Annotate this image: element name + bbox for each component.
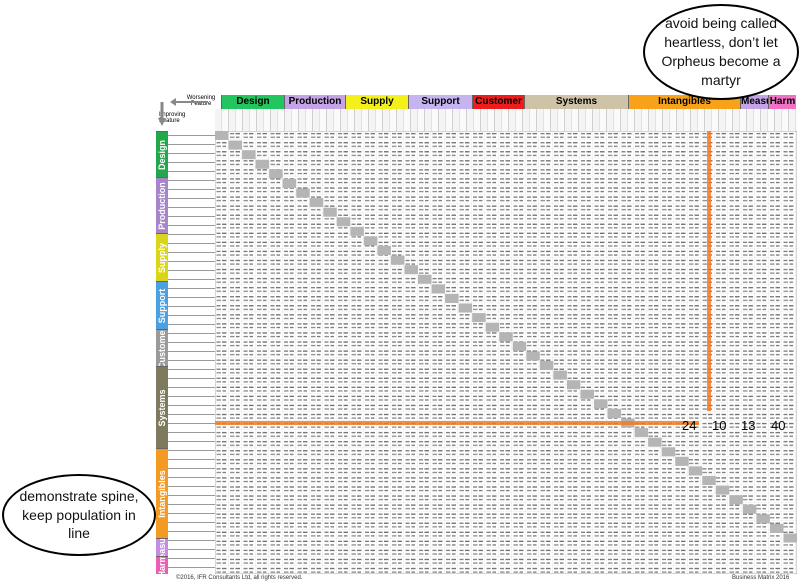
diagonal-cell (350, 226, 364, 236)
diagonal-cell (580, 389, 594, 399)
improving-feature-label: Improving Feature (159, 112, 186, 124)
diagonal-cell (539, 360, 554, 371)
diagonal-cell (242, 150, 256, 160)
diagonal-cell (715, 485, 730, 495)
top-category-systems: Systems (524, 95, 628, 109)
diagonal-cell (336, 217, 351, 227)
diagonal-cell (756, 514, 770, 524)
diagonal-cell (634, 428, 649, 438)
highlight-column (707, 131, 711, 411)
diagonal-cell (769, 523, 784, 533)
diagonal-cells (215, 131, 797, 543)
diagonal-cell (526, 351, 540, 361)
contradiction-matrix-grid (215, 131, 797, 574)
diagonal-cell (296, 188, 310, 198)
diagonal-cell (390, 255, 405, 265)
highlight-value-1: 24 (682, 418, 697, 433)
speech-bubble-left: demonstrate spine, keep population in li… (2, 474, 156, 556)
matrix-title-footer: Business Matrix 2016 (732, 575, 790, 581)
diagonal-cell (729, 495, 743, 505)
diagonal-cell (377, 245, 391, 256)
diagonal-cell (566, 380, 581, 390)
worsening-feature-label: Worsening Feature (186, 95, 216, 107)
side-category-design: Design (156, 131, 168, 177)
diagonal-cell (499, 332, 513, 342)
highlight-row (215, 421, 699, 425)
top-category-support: Support (408, 95, 472, 109)
diagonal-cell (607, 408, 622, 418)
diagonal-cell (512, 341, 527, 351)
diagonal-cell (282, 178, 297, 188)
diagonal-cell (431, 284, 446, 294)
copyright-footer: ©2016, IFR Consultants Ltd, all rights r… (176, 575, 303, 581)
highlight-value-2: 10 (712, 418, 727, 433)
side-category-measure: Measure (156, 538, 168, 556)
diagonal-cell (404, 265, 419, 275)
diagonal-cell (323, 207, 337, 217)
side-category-systems: Systems (156, 366, 168, 448)
side-category-production: Production (156, 177, 168, 233)
diagonal-cell (472, 313, 486, 323)
speech-bubble-top: avoid being called heartless, don’t let … (643, 4, 799, 100)
highlight-value-3: 13 (741, 418, 756, 433)
diagonal-cell (269, 169, 283, 179)
axis-arrows (158, 98, 208, 126)
diagonal-cell (458, 303, 473, 313)
diagonal-cell (675, 456, 689, 466)
diagonal-cell (445, 293, 459, 303)
diagonal-cell (485, 322, 500, 332)
top-category-harm: Harm (768, 95, 796, 109)
diagonal-cell (228, 140, 243, 150)
diagonal-cell (418, 274, 432, 284)
diagonal-cell (593, 399, 608, 409)
top-category-design: Design (221, 95, 284, 109)
top-category-production: Production (284, 95, 345, 109)
side-category-harm: Harm (156, 556, 168, 574)
highlight-value-4: 40 (771, 418, 786, 433)
diagonal-cell (309, 198, 324, 208)
top-category-customer: Customer (472, 95, 524, 109)
side-category-customer: Customer (156, 329, 168, 366)
top-category-measure: Measure (740, 95, 782, 109)
diagonal-cell (742, 504, 757, 514)
diagonal-cell (553, 370, 567, 380)
side-category-supply: Supply (156, 233, 168, 281)
diagonal-cell (783, 533, 797, 543)
speech-bubble-left-text: demonstrate spine, keep population in li… (19, 487, 139, 542)
column-header-strip (215, 109, 797, 132)
row-label-column (168, 131, 216, 574)
side-category-intangibles: Intangibles (156, 448, 168, 538)
diagonal-cell (363, 236, 378, 246)
diagonal-cell (648, 437, 662, 447)
diagonal-cell (215, 131, 229, 141)
top-category-supply: Supply (345, 95, 408, 109)
diagonal-cell (702, 475, 716, 486)
diagonal-cell (255, 159, 270, 169)
speech-bubble-top-text: avoid being called heartless, don’t let … (661, 15, 781, 88)
side-category-support: Support (156, 281, 168, 329)
diagonal-cell (688, 466, 703, 476)
diagonal-cell (661, 447, 676, 457)
